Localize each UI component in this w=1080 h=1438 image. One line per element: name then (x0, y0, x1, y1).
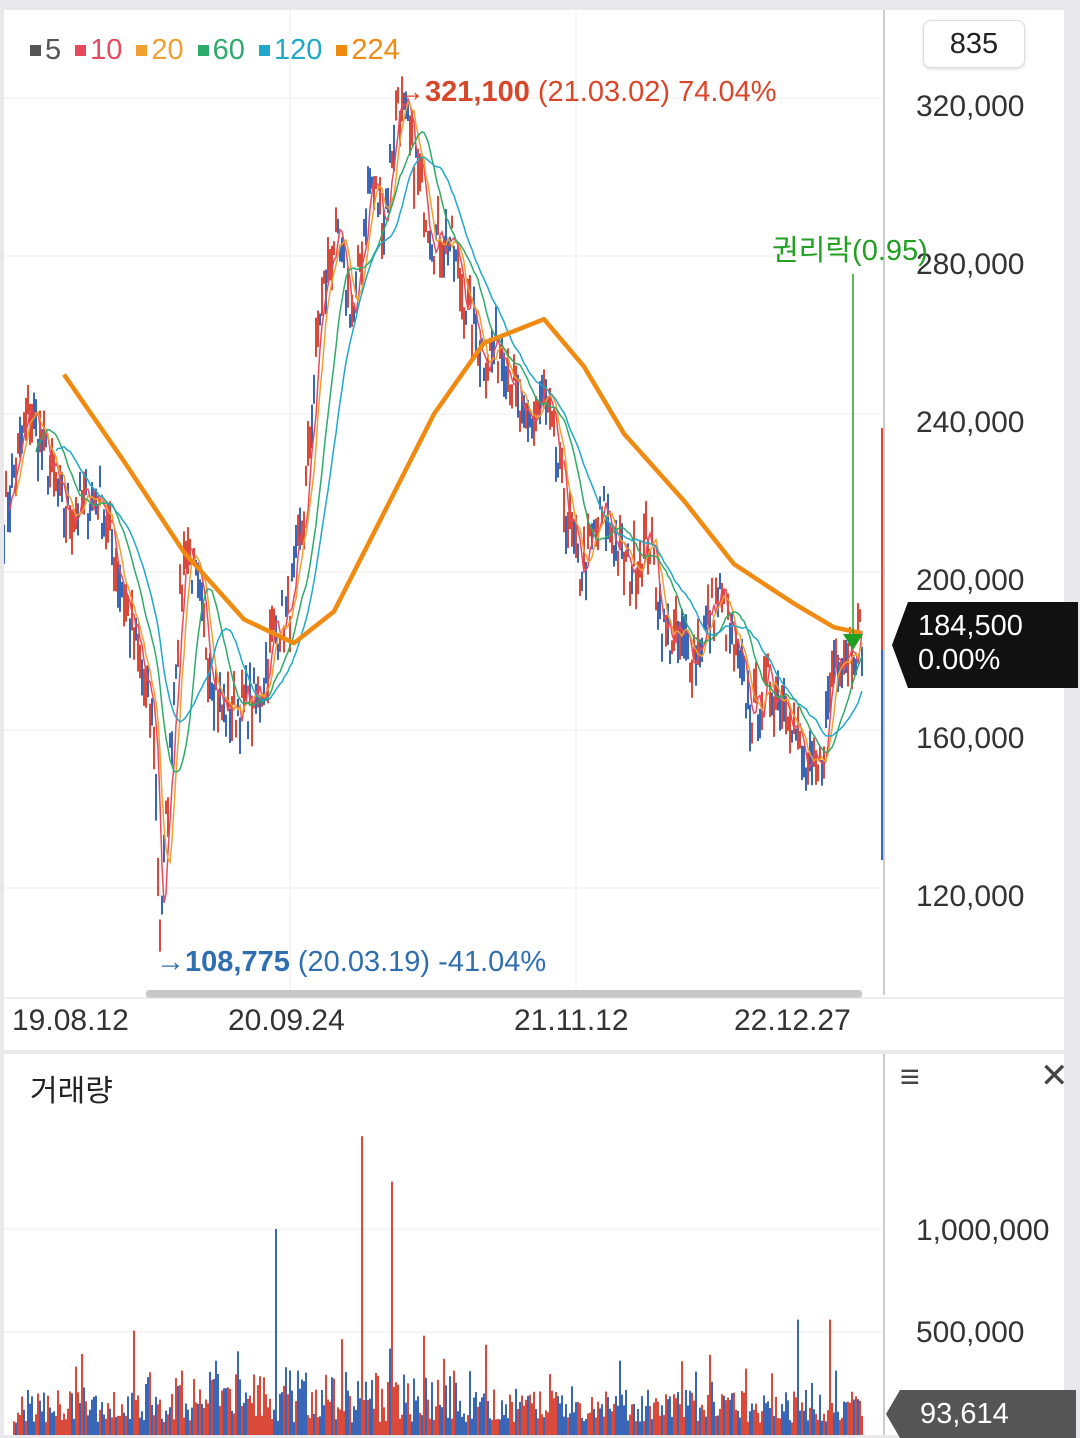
current-volume-tag: 93,614 (886, 1390, 1076, 1438)
legend-label-ma10: 10 (90, 34, 123, 66)
current-price-tag: 184,500 0.00% (892, 602, 1078, 688)
low-price-date: (20.03.19) (297, 946, 431, 978)
high-price-annotation: →321,100 (21.03.02) 74.04% (396, 76, 777, 109)
low-price-change: -41.04% (438, 946, 547, 978)
volume-chart-svg[interactable] (4, 1054, 1064, 1435)
price-axis-tick: 200,000 (916, 564, 1025, 597)
ma120-line (55, 156, 863, 737)
current-price-change: 0.00% (918, 644, 1001, 676)
high-price-change: 74.04% (678, 76, 777, 108)
price-axis-tick: 280,000 (916, 248, 1025, 281)
rights-ex-date-annotation: 권리락(0.95) (772, 235, 928, 267)
legend-item-ma120[interactable]: 120 (258, 34, 323, 67)
legend-swatch-ma5 (30, 45, 41, 56)
scroll-range-bar (146, 990, 862, 998)
price-chart-panel[interactable]: 5 10 20 60 120 224 835 320,000 280,000 2… (4, 10, 1078, 1050)
ma20-line (15, 101, 863, 865)
legend-item-ma20[interactable]: 20 (136, 34, 184, 67)
date-axis-tick: 19.08.12 (12, 1004, 129, 1037)
legend-swatch-ma224 (336, 45, 348, 56)
volume-chart-panel[interactable]: 거래량 ≡ ✕ 1,000,000 500,000 93,614 (4, 1054, 1076, 1438)
high-price-date: (21.03.02) (537, 76, 671, 108)
price-axis-tick: 120,000 (916, 880, 1025, 913)
volume-title: 거래량 (30, 1075, 113, 1108)
volume-axis-tick: 1,000,000 (916, 1214, 1050, 1247)
volume-axis-tick: 500,000 (916, 1316, 1025, 1349)
date-axis-tick: 22.12.27 (734, 1004, 851, 1037)
legend-item-ma5[interactable]: 5 (30, 34, 61, 67)
legend-label-ma60: 60 (212, 34, 245, 66)
ma224-line (62, 316, 863, 646)
price-chart-svg[interactable] (4, 10, 1064, 1050)
close-icon[interactable]: ✕ (1040, 1057, 1069, 1095)
legend-swatch-ma10 (75, 45, 87, 56)
legend-item-ma60[interactable]: 60 (197, 34, 245, 67)
ma10-line (9, 96, 863, 904)
current-price-value: 184,500 (918, 610, 1023, 642)
price-axis-tick: 160,000 (916, 722, 1025, 755)
date-axis-tick: 20.09.24 (228, 1004, 345, 1037)
low-price-annotation: →108,775 (20.03.19) -41.04% (156, 946, 546, 979)
price-axis-tick: 240,000 (916, 406, 1025, 439)
ma60-line (35, 130, 863, 774)
legend-label-ma5: 5 (45, 34, 62, 66)
current-volume-value: 93,614 (920, 1398, 1009, 1430)
moving-average-legend: 5 10 20 60 120 224 (30, 34, 400, 67)
low-arrow-icon: → (156, 946, 185, 978)
high-price-value: 321,100 (425, 76, 530, 108)
high-arrow-icon: → (396, 76, 425, 108)
legend-swatch-ma60 (197, 45, 209, 56)
legend-swatch-ma120 (258, 45, 270, 56)
visible-count-value: 835 (949, 27, 999, 60)
legend-item-ma224[interactable]: 224 (336, 34, 400, 67)
legend-label-ma224: 224 (351, 34, 400, 66)
low-price-value: 108,775 (185, 946, 290, 978)
visible-count-box[interactable]: 835 (923, 20, 1025, 68)
legend-item-ma10[interactable]: 10 (75, 34, 122, 67)
legend-swatch-ma20 (136, 45, 148, 56)
rights-ex-date-marker-icon (843, 634, 863, 650)
price-axis-tick: 320,000 (916, 90, 1025, 123)
legend-label-ma20: 20 (151, 34, 184, 66)
date-axis-tick: 21.11.12 (514, 1004, 629, 1037)
hamburger-menu-icon[interactable]: ≡ (900, 1058, 920, 1096)
legend-label-ma120: 120 (273, 34, 323, 66)
